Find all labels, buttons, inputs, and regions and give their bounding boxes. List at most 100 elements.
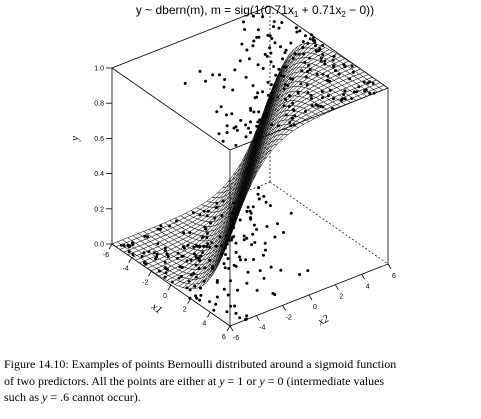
data-point: [154, 257, 158, 261]
data-point: [234, 241, 238, 245]
data-point: [191, 211, 195, 215]
data-point: [343, 89, 347, 93]
x2-axis-label: x2: [315, 312, 331, 328]
x2-tick-mark: [308, 294, 313, 301]
data-point: [197, 266, 201, 270]
data-point: [289, 211, 293, 215]
data-point: [255, 124, 259, 128]
data-point: [226, 257, 230, 261]
data-point: [159, 227, 163, 231]
data-point: [304, 110, 307, 113]
data-point: [233, 304, 237, 308]
data-point: [256, 91, 260, 95]
data-point: [321, 43, 325, 47]
caption-line3: such as: [4, 390, 42, 404]
data-point: [221, 199, 225, 203]
data-point: [291, 116, 295, 120]
data-point: [195, 256, 199, 260]
title-sub1: 1: [294, 10, 299, 19]
data-point: [196, 244, 199, 248]
data-point: [140, 254, 144, 258]
data-point: [152, 251, 156, 255]
x1-axis-label: x1: [148, 300, 164, 316]
data-point: [268, 204, 272, 208]
data-point: [257, 197, 261, 201]
data-point: [297, 52, 301, 56]
data-point: [156, 227, 160, 231]
data-point: [301, 45, 305, 49]
data-point: [266, 33, 270, 37]
title-mid: + 0.71x: [298, 3, 341, 17]
data-point: [332, 97, 335, 101]
data-point: [321, 53, 325, 57]
title-sub2: 2: [341, 10, 346, 19]
data-point: [185, 286, 189, 290]
data-point: [255, 95, 258, 99]
data-point: [293, 114, 297, 118]
data-point: [284, 65, 288, 69]
x1-tick-mark: [187, 298, 192, 304]
data-point: [310, 97, 313, 100]
data-point: [186, 243, 190, 247]
x2-tick-label: -4: [259, 325, 265, 332]
x2-tick-label: 6: [392, 273, 396, 280]
data-point: [244, 258, 248, 262]
data-point: [234, 311, 238, 315]
data-point: [176, 251, 180, 255]
data-point: [166, 255, 170, 258]
data-point: [323, 62, 327, 66]
data-point: [249, 216, 252, 220]
data-point: [206, 209, 210, 213]
x1-tick-mark: [167, 284, 172, 291]
data-point: [283, 83, 287, 86]
data-point: [318, 47, 322, 51]
data-point: [183, 81, 187, 85]
data-point: [238, 218, 242, 222]
data-point: [220, 214, 224, 217]
data-point: [244, 123, 248, 127]
data-point: [274, 73, 278, 77]
data-point: [206, 242, 210, 246]
data-point: [287, 105, 291, 109]
data-point: [155, 252, 159, 256]
data-point: [272, 65, 276, 68]
data-point: [243, 28, 247, 31]
data-point: [142, 251, 146, 255]
data-point: [248, 209, 252, 213]
data-point: [251, 232, 255, 236]
data-point: [269, 60, 273, 64]
data-point: [198, 298, 202, 302]
data-point: [131, 243, 135, 247]
data-point: [224, 253, 227, 256]
data-point: [223, 246, 227, 250]
data-point: [198, 259, 202, 263]
data-point: [185, 259, 189, 263]
data-point: [258, 269, 262, 273]
data-point: [203, 266, 207, 270]
data-point: [241, 197, 245, 201]
data-point: [281, 57, 284, 61]
data-point: [308, 37, 312, 41]
data-point: [319, 104, 323, 108]
data-point: [239, 118, 243, 122]
box-edge-top-front-right: [229, 87, 389, 151]
data-point: [223, 78, 227, 81]
data-point: [276, 222, 279, 226]
data-point: [261, 15, 265, 19]
data-point: [263, 241, 267, 245]
data-point: [226, 293, 230, 297]
data-point: [175, 219, 178, 223]
data-point: [256, 28, 260, 32]
data-point: [165, 252, 169, 256]
data-point: [314, 44, 317, 48]
data-point: [189, 273, 193, 277]
data-point: [210, 266, 214, 270]
data-point: [214, 244, 218, 248]
data-point: [202, 209, 206, 213]
data-point: [242, 20, 245, 24]
data-point: [269, 83, 273, 87]
data-point: [279, 268, 283, 272]
data-point: [208, 259, 212, 262]
data-point: [255, 131, 259, 134]
data-point: [205, 236, 209, 240]
